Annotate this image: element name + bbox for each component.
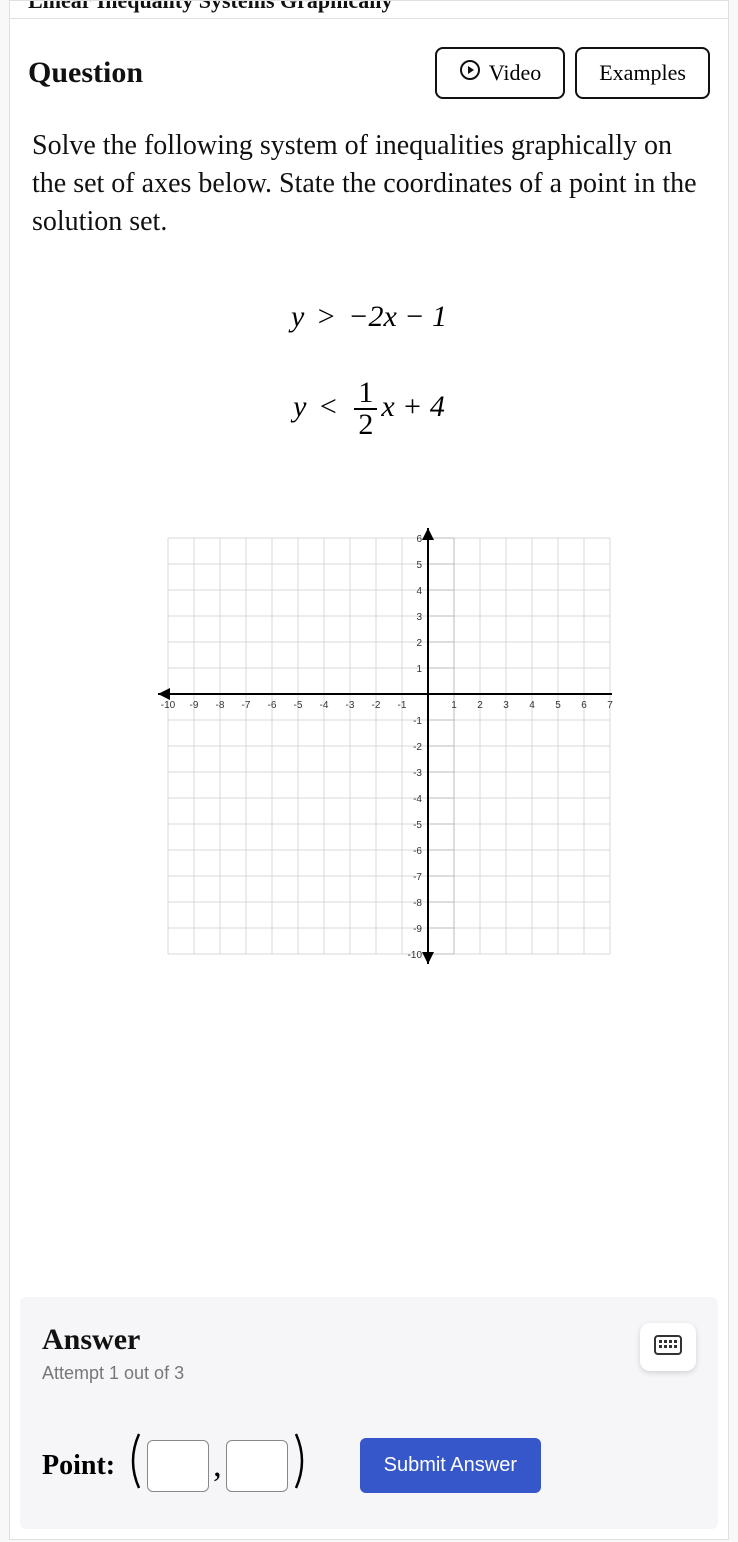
open-paren-icon [125,1432,143,1499]
close-paren-icon [292,1432,310,1499]
svg-text:-1: -1 [413,716,422,727]
svg-text:5: 5 [416,560,422,571]
examples-button-label: Examples [599,60,686,86]
svg-text:-9: -9 [190,700,199,711]
y-coordinate-input[interactable] [226,1440,288,1492]
comma-separator: , [213,1447,222,1485]
point-label: Point: [42,1450,115,1482]
video-button[interactable]: Video [435,47,565,99]
x-coordinate-input[interactable] [147,1440,209,1492]
keyboard-button[interactable] [640,1323,696,1371]
svg-text:-10: -10 [408,950,423,961]
svg-text:-3: -3 [413,768,422,779]
svg-text:-9: -9 [413,924,422,935]
svg-text:4: 4 [529,700,535,711]
svg-text:-7: -7 [413,872,422,883]
coordinate-pair: , [125,1432,310,1499]
svg-text:-8: -8 [413,898,422,909]
play-icon [459,59,481,87]
svg-text:-5: -5 [294,700,303,711]
svg-text:3: 3 [416,612,422,623]
svg-text:-8: -8 [216,700,225,711]
svg-text:2: 2 [416,638,422,649]
examples-button[interactable]: Examples [575,47,710,99]
svg-text:-1: -1 [398,700,407,711]
svg-text:4: 4 [416,586,422,597]
svg-text:-5: -5 [413,820,422,831]
svg-text:1: 1 [451,700,457,711]
svg-text:1: 1 [416,664,422,675]
header-row: Question Video Examples [10,19,728,117]
inequality-1: y > −2x − 1 [10,300,728,334]
svg-text:-6: -6 [268,700,277,711]
svg-text:3: 3 [503,700,509,711]
svg-text:6: 6 [581,700,587,711]
answer-panel: Answer Attempt 1 out of 3 Point: , Submi… [20,1297,718,1529]
question-prompt: Solve the following system of inequaliti… [10,117,728,260]
svg-text:-4: -4 [413,794,422,805]
header-buttons: Video Examples [435,47,710,99]
svg-text:-10: -10 [161,700,176,711]
answer-title: Answer [42,1323,184,1357]
point-input-row: Point: , Submit Answer [42,1432,696,1499]
svg-text:5: 5 [555,700,561,711]
page-container: Linear Inequality Systems Graphically Qu… [9,0,729,1540]
svg-text:-2: -2 [413,742,422,753]
video-button-label: Video [489,60,541,86]
svg-text:7: 7 [607,700,613,711]
svg-text:6: 6 [416,534,422,545]
inequalities: y > −2x − 1 y < 1 2 x + 4 [10,260,728,524]
question-label: Question [28,56,143,90]
svg-text:-7: -7 [242,700,251,711]
fraction-one-half: 1 2 [354,378,377,440]
keyboard-icon [654,1335,682,1360]
coordinate-grid: -10 -9 -8 -7 -6 -5 -4 -3 -2 -1 1 2 3 4 5 6 7 1 2 3 4 5 6 -1 -2 -3… [154,524,624,968]
svg-text:2: 2 [477,700,483,711]
inequality-2: y < 1 2 x + 4 [10,378,728,440]
answer-header: Answer Attempt 1 out of 3 [42,1323,696,1384]
svg-text:-3: -3 [346,700,355,711]
topic-title: Linear Inequality Systems Graphically [10,1,728,19]
graph-area[interactable]: -10 -9 -8 -7 -6 -5 -4 -3 -2 -1 1 2 3 4 5 6 7 1 2 3 4 5 6 -1 -2 -3… [10,524,728,1028]
svg-text:-4: -4 [320,700,329,711]
svg-text:-2: -2 [372,700,381,711]
svg-text:-6: -6 [413,846,422,857]
attempt-text: Attempt 1 out of 3 [42,1363,184,1384]
submit-answer-button[interactable]: Submit Answer [360,1438,541,1493]
